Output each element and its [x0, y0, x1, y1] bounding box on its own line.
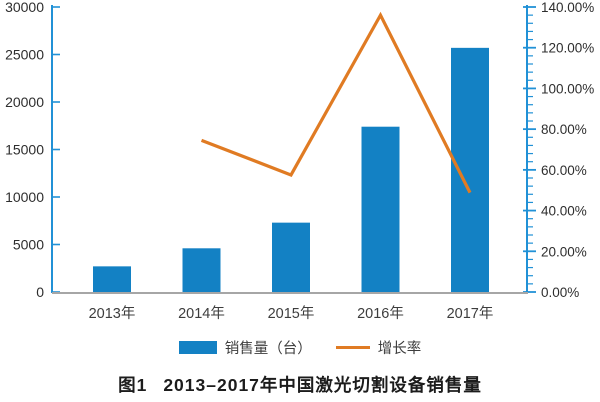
right-axis-tick-label: 0.00% — [541, 285, 579, 300]
left-axis-tick-label: 20000 — [5, 94, 44, 110]
bar-swatch-icon — [178, 340, 217, 354]
right-axis-tick-label: 140.00% — [541, 0, 594, 15]
chart-canvas: 0 5000 10000 15000 20000 25000 30000 0.00% 20.00… — [5, 0, 594, 322]
figure-caption: 图1 2013–2017年中国激光切割设备销售量 — [0, 372, 600, 397]
legend: 销售量（台） 增长率 — [0, 336, 600, 358]
x-axis-label: 2017年 — [447, 305, 494, 322]
bar-2017年 — [451, 47, 489, 293]
left-axis-tick-label: 5000 — [13, 237, 44, 253]
caption-text: 2013–2017年中国激光切割设备销售量 — [163, 375, 482, 395]
right-axis-tick-label: 60.00% — [541, 163, 587, 178]
legend-item-sales: 销售量（台） — [178, 337, 312, 358]
left-axis-tick-label: 0 — [36, 284, 44, 300]
left-axis-tick-label: 15000 — [5, 142, 44, 158]
left-axis-tick-label: 25000 — [5, 47, 44, 63]
legend-growth-label: 增长率 — [377, 340, 422, 357]
line-swatch-icon — [335, 345, 370, 349]
bar-2013年 — [93, 266, 131, 293]
growth-rate-line — [200, 11, 472, 194]
bar-2015年 — [272, 222, 310, 293]
bar-2014年 — [182, 248, 221, 293]
x-axis-label: 2013年 — [89, 305, 136, 322]
legend-sales-label: 销售量（台） — [224, 340, 312, 357]
x-axis-label: 2015年 — [268, 305, 315, 322]
x-axis-label: 2016年 — [357, 305, 404, 322]
x-axis-label: 2014年 — [178, 305, 225, 322]
right-axis-tick-label: 100.00% — [541, 81, 594, 96]
right-axis-tick-label: 80.00% — [541, 122, 587, 137]
left-axis-tick-label: 10000 — [5, 189, 44, 205]
right-axis-tick-label: 120.00% — [541, 41, 594, 56]
right-axis-tick-label: 20.00% — [541, 244, 587, 259]
caption-number: 图1 — [118, 375, 148, 395]
left-axis-tick-label: 30000 — [5, 0, 44, 15]
right-axis-tick-label: 40.00% — [541, 204, 587, 219]
bar-2016年 — [361, 126, 400, 293]
legend-item-growth: 增长率 — [335, 337, 422, 358]
